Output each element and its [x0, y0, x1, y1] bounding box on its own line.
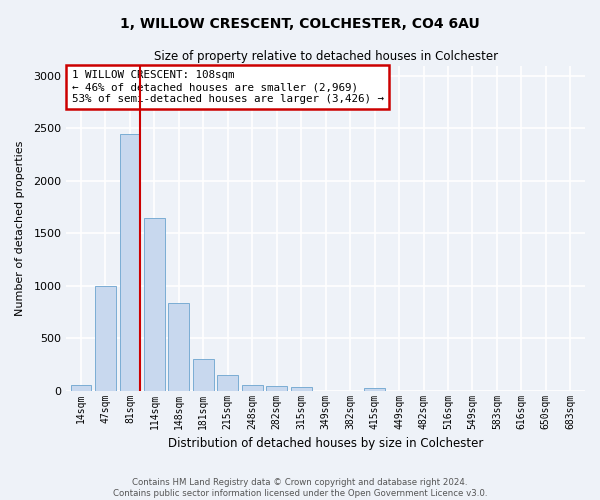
- Bar: [71, 385, 91, 390]
- Bar: [144, 218, 165, 390]
- Bar: [119, 134, 140, 390]
- Bar: [291, 388, 311, 390]
- Title: Size of property relative to detached houses in Colchester: Size of property relative to detached ho…: [154, 50, 498, 63]
- Bar: [217, 375, 238, 390]
- Bar: [193, 359, 214, 390]
- Text: 1, WILLOW CRESCENT, COLCHESTER, CO4 6AU: 1, WILLOW CRESCENT, COLCHESTER, CO4 6AU: [120, 18, 480, 32]
- X-axis label: Distribution of detached houses by size in Colchester: Distribution of detached houses by size …: [168, 437, 484, 450]
- Text: Contains HM Land Registry data © Crown copyright and database right 2024.
Contai: Contains HM Land Registry data © Crown c…: [113, 478, 487, 498]
- Bar: [242, 385, 263, 390]
- Y-axis label: Number of detached properties: Number of detached properties: [15, 140, 25, 316]
- Bar: [364, 388, 385, 390]
- Bar: [266, 386, 287, 390]
- Bar: [95, 286, 116, 391]
- Text: 1 WILLOW CRESCENT: 108sqm
← 46% of detached houses are smaller (2,969)
53% of se: 1 WILLOW CRESCENT: 108sqm ← 46% of detac…: [71, 70, 383, 104]
- Bar: [169, 302, 189, 390]
